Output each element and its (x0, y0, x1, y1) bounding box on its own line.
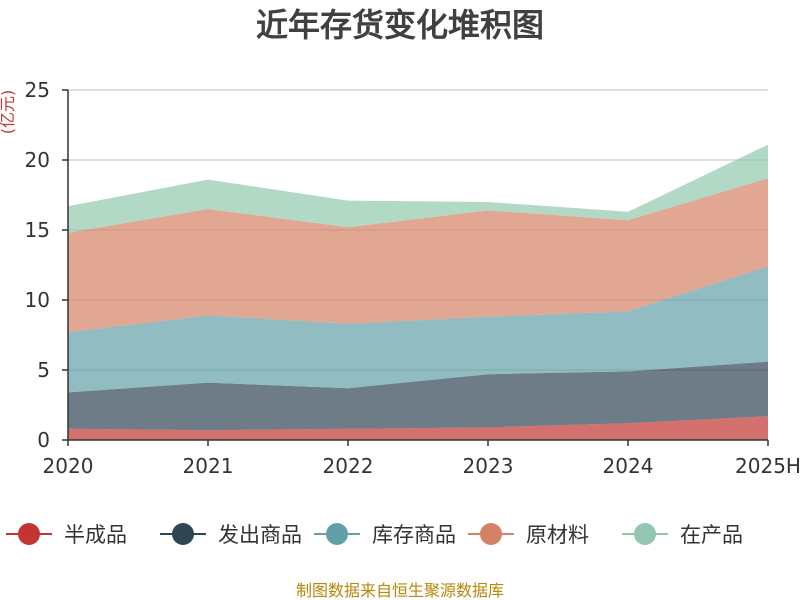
y-tick-label: 5 (37, 358, 50, 382)
legend-label: 在产品 (680, 523, 743, 547)
legend-marker (18, 523, 40, 545)
legend: 半成品 发出商品 库存商品 原材料 在产品 (6, 523, 743, 547)
area-series-5 (68, 144, 768, 233)
x-tick-label: 2023 (463, 454, 514, 478)
legend-marker (326, 523, 348, 545)
area-series-3 (68, 266, 768, 393)
legend-item: 半成品 (6, 523, 127, 547)
source-note: 制图数据来自恒生聚源数据库 (296, 581, 504, 600)
y-axis-unit: (亿元) (0, 90, 17, 135)
y-tick-label: 25 (25, 78, 50, 102)
x-tick-label: 2020 (43, 454, 94, 478)
y-tick-label: 0 (37, 428, 50, 452)
legend-item: 原材料 (468, 523, 589, 547)
area-series-2 (68, 361, 768, 431)
legend-item: 发出商品 (160, 523, 302, 547)
legend-marker (480, 523, 502, 545)
chart-title: 近年存货变化堆积图 (256, 6, 544, 44)
area-series (68, 144, 768, 440)
legend-label: 库存商品 (372, 523, 456, 547)
area-series-1 (68, 416, 768, 440)
y-tick-label: 20 (25, 148, 50, 172)
x-tick-label: 2025H (735, 454, 800, 478)
x-tick-label: 2021 (183, 454, 234, 478)
legend-item: 库存商品 (314, 523, 456, 547)
axes: 0 5 10 15 20 25 2020 2021 2022 2023 2024 2025H (25, 78, 800, 478)
legend-label: 原材料 (526, 523, 589, 547)
y-tick-label: 15 (25, 218, 50, 242)
legend-label: 发出商品 (218, 523, 302, 547)
legend-label: 半成品 (64, 523, 127, 547)
y-tick-label: 10 (25, 288, 50, 312)
legend-item: 在产品 (622, 523, 743, 547)
x-tick-label: 2024 (603, 454, 654, 478)
x-tick-label: 2022 (323, 454, 374, 478)
legend-marker (172, 523, 194, 545)
area-series-4 (68, 178, 768, 333)
legend-marker (634, 523, 656, 545)
